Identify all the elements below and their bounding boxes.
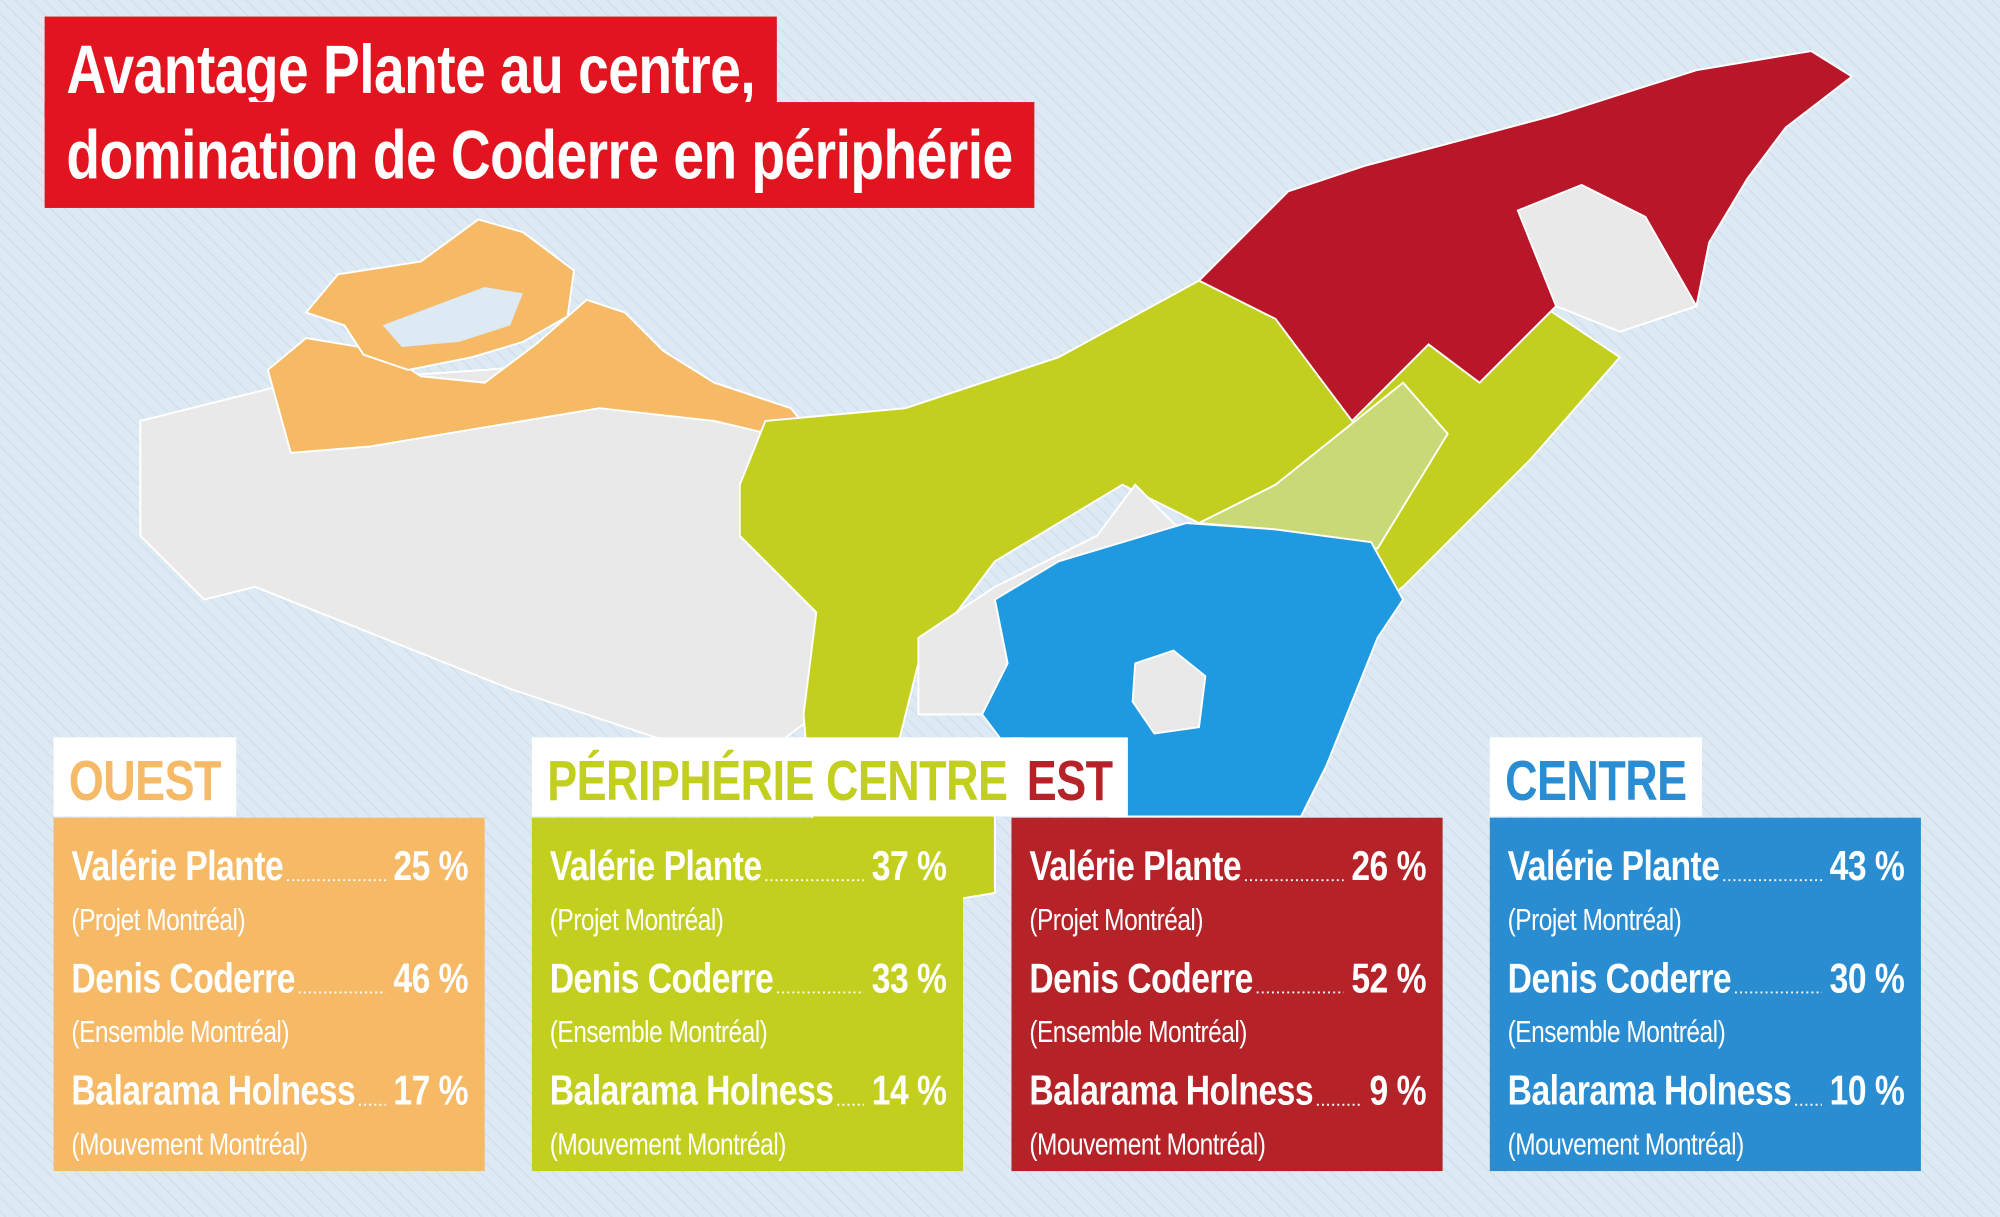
region-panel: EST Valérie Plante 26 % (Projet Montréal) De… [1011, 737, 1443, 1172]
party-name: (Ensemble Montréal) [550, 1015, 768, 1049]
candidate-name: Balarama Holness [1029, 1068, 1313, 1114]
region-name: EST [1027, 749, 1113, 812]
mount-royal [1131, 649, 1207, 735]
candidate-result: 30 % [1830, 956, 1905, 1002]
region-panel: CENTRE Valérie Plante 43 % (Projet Montréal… [1489, 737, 1921, 1172]
candidate-result: 46 % [393, 956, 468, 1002]
region-label-background [1011, 737, 1128, 817]
candidate-name: Denis Coderre [1508, 956, 1731, 1002]
candidate-name: Balarama Holness [71, 1068, 355, 1114]
party-name: (Mouvement Montréal) [550, 1127, 786, 1161]
region-name: OUEST [69, 749, 222, 812]
candidate-result: 52 % [1351, 956, 1426, 1002]
candidate-name: Balarama Holness [1508, 1068, 1792, 1114]
region-box [1489, 817, 1921, 1172]
party-name: (Projet Montréal) [550, 902, 724, 936]
region-box [53, 817, 485, 1172]
candidate-result: 26 % [1351, 844, 1426, 890]
region-name: CENTRE [1505, 749, 1686, 812]
region-label-background [53, 737, 237, 817]
party-name: (Ensemble Montréal) [1029, 1015, 1247, 1049]
candidate-name: Valérie Plante [1029, 844, 1241, 890]
title-line: domination de Coderre en périphérie [66, 118, 1012, 194]
candidate-result: 17 % [393, 1068, 468, 1114]
region-label-background [1489, 737, 1702, 817]
party-name: (Mouvement Montréal) [1508, 1127, 1744, 1161]
title-line: Avantage Plante au centre, [66, 32, 755, 108]
region-panel: PÉRIPHÉRIE CENTRE Valérie Plante 37 % (Proj… [531, 737, 1023, 1172]
candidate-result: 43 % [1830, 844, 1905, 890]
title-background [44, 16, 777, 119]
party-name: (Projet Montréal) [1508, 902, 1682, 936]
candidate-result: 37 % [872, 844, 947, 890]
region-label-background [531, 737, 1023, 817]
region-panel: OUEST Valérie Plante 25 % (Projet Montréal)… [53, 737, 485, 1172]
candidate-name: Balarama Holness [550, 1068, 834, 1114]
candidate-name: Valérie Plante [1508, 844, 1720, 890]
lake [382, 287, 523, 347]
candidate-result: 9 % [1370, 1068, 1426, 1114]
island-bizard [304, 218, 576, 371]
candidate-name: Denis Coderre [71, 956, 294, 1002]
candidate-result: 14 % [872, 1068, 947, 1114]
party-name: (Ensemble Montréal) [71, 1015, 289, 1049]
west-orange-zone [266, 298, 826, 454]
party-name: (Projet Montréal) [71, 902, 245, 936]
east-gray-zone [1516, 183, 1698, 333]
candidate-result: 33 % [872, 956, 947, 1002]
party-name: (Mouvement Montréal) [1029, 1127, 1265, 1161]
candidate-name: Denis Coderre [550, 956, 773, 1002]
east-zone [1197, 50, 1854, 423]
candidate-result: 25 % [393, 844, 468, 890]
candidate-name: Denis Coderre [1029, 956, 1252, 1002]
party-name: (Ensemble Montréal) [1508, 1015, 1726, 1049]
candidate-name: Valérie Plante [71, 844, 283, 890]
title-background [44, 102, 1035, 208]
candidate-name: Valérie Plante [550, 844, 762, 890]
party-name: (Mouvement Montréal) [71, 1127, 307, 1161]
region-box [531, 817, 964, 1172]
candidate-result: 10 % [1830, 1068, 1905, 1114]
region-name: PÉRIPHÉRIE CENTRE [547, 749, 1007, 812]
party-name: (Projet Montréal) [1029, 902, 1203, 936]
region-box [1011, 817, 1443, 1172]
title-block: Avantage Plante au centre, domination de … [44, 16, 1035, 208]
region-panels: OUEST Valérie Plante 25 % (Projet Montréal)… [53, 737, 1921, 1172]
